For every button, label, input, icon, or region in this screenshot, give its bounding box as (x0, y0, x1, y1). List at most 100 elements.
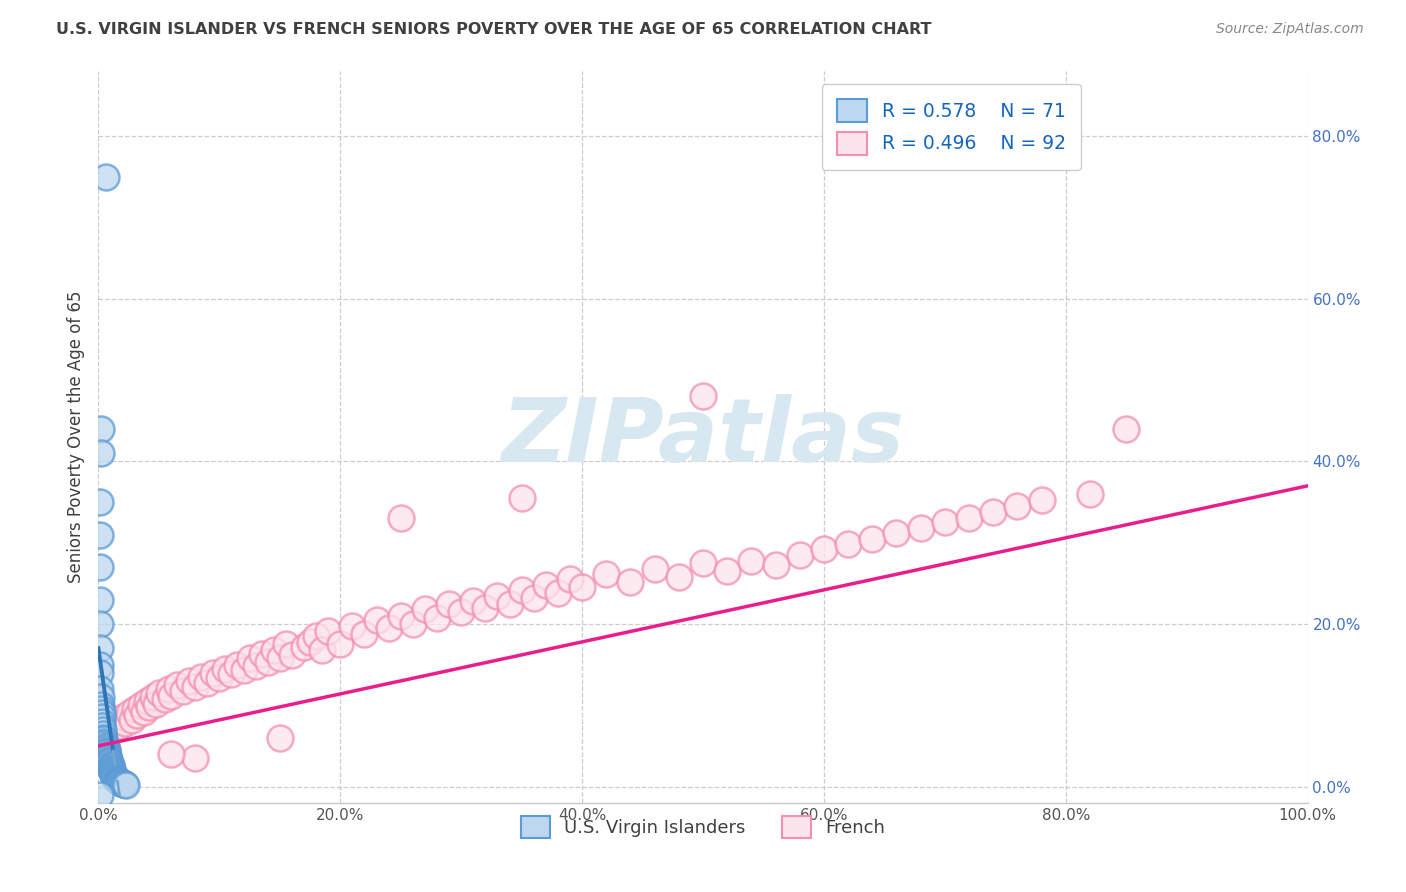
Point (486, 589, 509, 603)
Point (103, 769, 125, 783)
Point (226, 657, 249, 672)
Point (571, 581, 593, 595)
Point (142, 690, 165, 705)
Point (160, 689, 183, 703)
Point (692, 389, 714, 403)
Point (886, 526, 908, 541)
Point (148, 686, 170, 700)
Point (692, 556, 714, 570)
Point (89, 592, 111, 607)
Point (837, 537, 859, 551)
Point (274, 637, 297, 651)
Point (104, 771, 127, 785)
Point (353, 626, 375, 640)
Point (89, 788, 111, 802)
Point (115, 778, 138, 792)
Point (112, 777, 135, 791)
Point (114, 716, 136, 731)
Point (100, 760, 122, 774)
Point (89, 527, 111, 541)
Point (118, 706, 141, 721)
Point (91, 727, 114, 741)
Point (107, 773, 129, 788)
Point (135, 694, 157, 708)
Point (94, 740, 117, 755)
Point (716, 564, 738, 578)
Point (97, 748, 120, 763)
Point (100, 764, 122, 779)
Point (100, 763, 122, 777)
Point (813, 542, 835, 557)
Point (108, 774, 131, 789)
Point (910, 521, 932, 535)
Point (534, 578, 557, 592)
Point (366, 613, 388, 627)
Point (523, 591, 546, 605)
Point (90, 702, 112, 716)
Point (245, 659, 267, 673)
Point (153, 691, 176, 706)
Point (114, 777, 136, 791)
Point (105, 714, 128, 729)
Point (100, 759, 122, 773)
Point (292, 640, 315, 654)
Point (89, 495, 111, 509)
Point (94, 169, 117, 184)
Point (644, 562, 666, 576)
Point (105, 772, 128, 787)
Point (91, 723, 114, 737)
Point (329, 637, 352, 651)
Point (402, 617, 425, 632)
Point (190, 670, 212, 684)
Point (214, 662, 236, 676)
Point (89, 560, 111, 574)
Point (595, 566, 617, 581)
Point (104, 772, 127, 786)
Point (157, 681, 180, 696)
Point (145, 697, 167, 711)
Point (89, 681, 111, 696)
Point (91, 706, 114, 721)
Point (316, 624, 339, 638)
Point (129, 698, 152, 713)
Point (107, 772, 129, 787)
Point (100, 757, 122, 772)
Point (202, 665, 225, 680)
Point (98, 754, 121, 768)
Text: Source: ZipAtlas.com: Source: ZipAtlas.com (1216, 22, 1364, 37)
Point (110, 775, 132, 789)
Point (127, 708, 149, 723)
Point (96, 743, 118, 757)
Point (184, 681, 207, 695)
Point (96, 746, 118, 760)
Point (111, 710, 134, 724)
Point (98, 756, 121, 771)
Point (89, 641, 111, 656)
Point (108, 774, 131, 789)
Point (437, 597, 460, 611)
Point (558, 572, 581, 586)
Point (463, 594, 485, 608)
Point (765, 558, 787, 573)
Point (104, 770, 127, 784)
Point (195, 675, 218, 690)
Point (172, 683, 194, 698)
Point (239, 651, 262, 665)
Y-axis label: Seniors Poverty Over the Age of 65: Seniors Poverty Over the Age of 65 (66, 291, 84, 583)
Point (96, 745, 118, 759)
Point (740, 553, 762, 567)
Point (96, 747, 118, 761)
Point (1115, 422, 1137, 436)
Point (208, 672, 231, 686)
Point (89, 665, 111, 680)
Point (1007, 499, 1029, 513)
Point (389, 511, 412, 525)
Point (957, 511, 980, 525)
Point (108, 773, 131, 788)
Point (91, 718, 114, 732)
Point (108, 775, 131, 789)
Point (91, 714, 114, 729)
Point (97, 751, 120, 765)
Point (426, 610, 449, 624)
Point (100, 764, 122, 778)
